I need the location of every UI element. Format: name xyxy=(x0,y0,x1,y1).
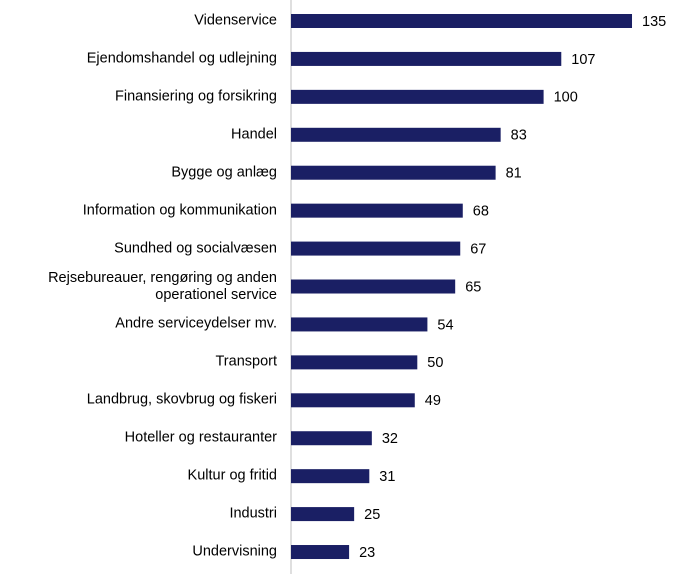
category-label: Hoteller og restauranter xyxy=(124,429,277,446)
category-label: Bygge og anlæg xyxy=(171,164,277,181)
bar xyxy=(291,317,428,332)
bar xyxy=(291,355,418,370)
value-label: 32 xyxy=(382,431,398,447)
bar xyxy=(291,127,501,142)
bar xyxy=(291,545,350,560)
category-label: Videnservice xyxy=(194,12,277,29)
bar xyxy=(291,507,355,522)
value-label: 68 xyxy=(473,203,489,219)
category-label: Landbrug, skovbrug og fiskeri xyxy=(86,391,277,408)
category-label: Information og kommunikation xyxy=(82,202,277,219)
value-label: 135 xyxy=(642,14,666,30)
bar xyxy=(291,393,415,408)
bar xyxy=(291,241,461,256)
bar xyxy=(291,14,633,28)
bar xyxy=(291,89,544,104)
category-label: Sundhed og socialvæsen xyxy=(114,240,277,257)
value-label: 65 xyxy=(465,279,481,295)
category-label: Andre serviceydelser mv. xyxy=(115,315,277,332)
category-label: Rejsebureauer, rengøring og anden operat… xyxy=(48,269,277,303)
value-label: 49 xyxy=(425,393,441,409)
value-label: 107 xyxy=(571,52,595,68)
value-label: 25 xyxy=(364,507,380,523)
value-label: 50 xyxy=(427,355,443,371)
category-label: Finansiering og forsikring xyxy=(115,88,277,105)
bar xyxy=(291,165,496,180)
value-label: 100 xyxy=(554,90,578,106)
value-label: 31 xyxy=(379,469,395,485)
value-label: 23 xyxy=(359,545,375,561)
category-label: Industri xyxy=(229,505,277,522)
value-label: 67 xyxy=(470,241,486,257)
bar xyxy=(291,279,456,294)
category-label: Kultur og fritid xyxy=(187,467,277,484)
bar xyxy=(291,469,370,484)
category-label: Handel xyxy=(231,126,277,143)
bar xyxy=(291,431,372,446)
value-label: 54 xyxy=(437,317,453,333)
bar xyxy=(291,203,463,218)
value-label: 81 xyxy=(506,166,522,182)
category-label: Transport xyxy=(215,353,277,370)
bar xyxy=(291,51,562,66)
category-label: Undervisning xyxy=(192,543,277,560)
category-label: Ejendomshandel og udlejning xyxy=(86,50,277,67)
value-label: 83 xyxy=(511,128,527,144)
